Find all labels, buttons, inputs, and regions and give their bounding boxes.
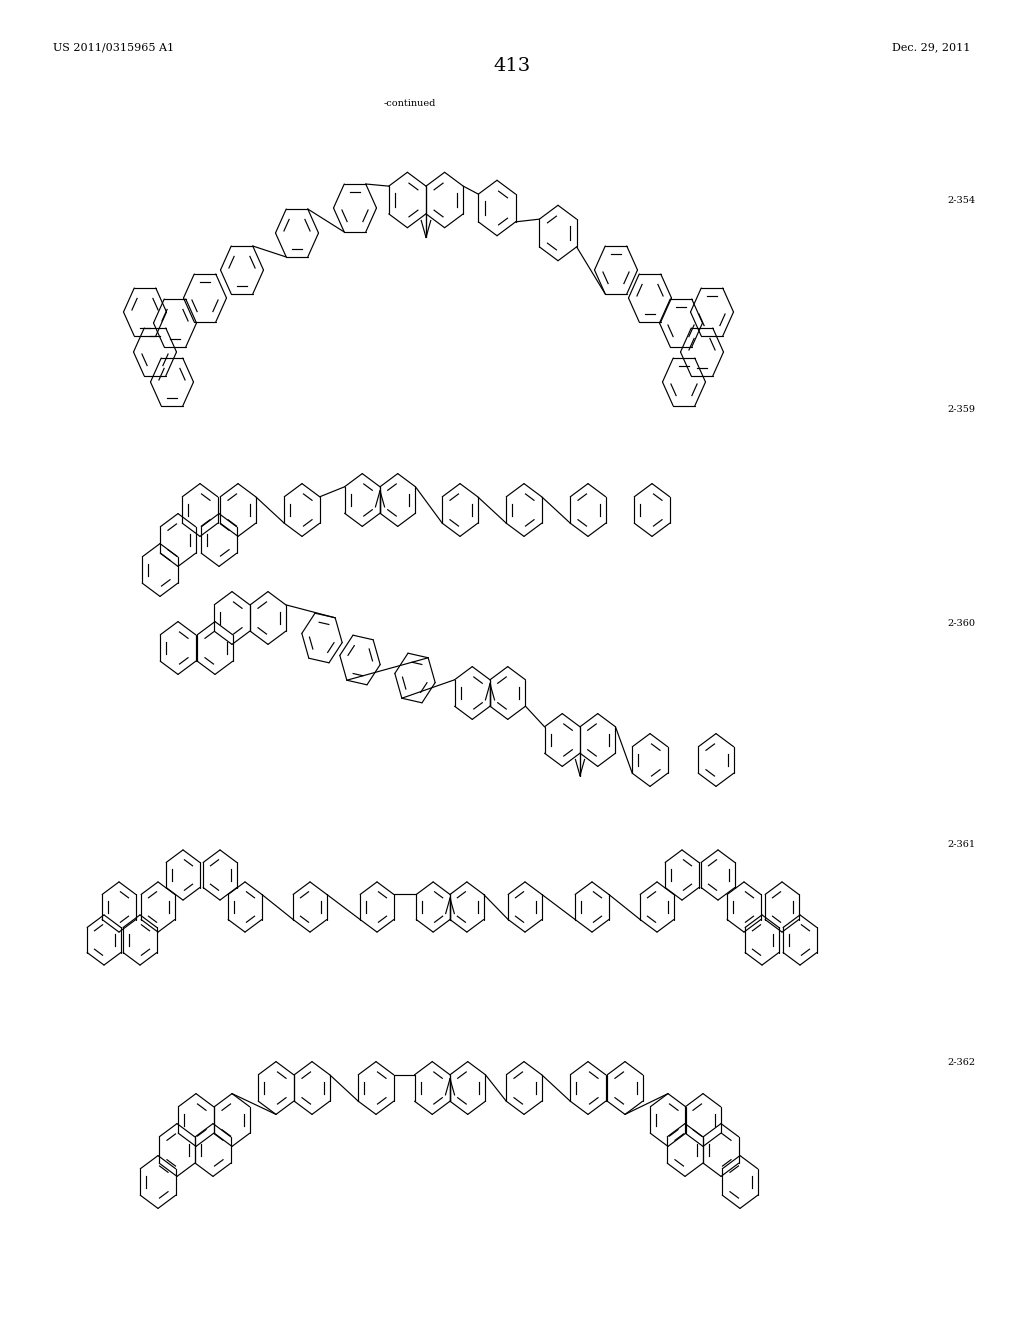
Text: -continued: -continued bbox=[384, 99, 436, 108]
Text: US 2011/0315965 A1: US 2011/0315965 A1 bbox=[53, 42, 174, 53]
Text: 2-359: 2-359 bbox=[947, 405, 975, 413]
Text: 2-360: 2-360 bbox=[947, 619, 975, 627]
Text: 2-354: 2-354 bbox=[947, 197, 975, 205]
Text: Dec. 29, 2011: Dec. 29, 2011 bbox=[892, 42, 971, 53]
Text: 413: 413 bbox=[494, 57, 530, 75]
Text: 2-362: 2-362 bbox=[947, 1059, 975, 1067]
Text: 2-361: 2-361 bbox=[947, 841, 975, 849]
